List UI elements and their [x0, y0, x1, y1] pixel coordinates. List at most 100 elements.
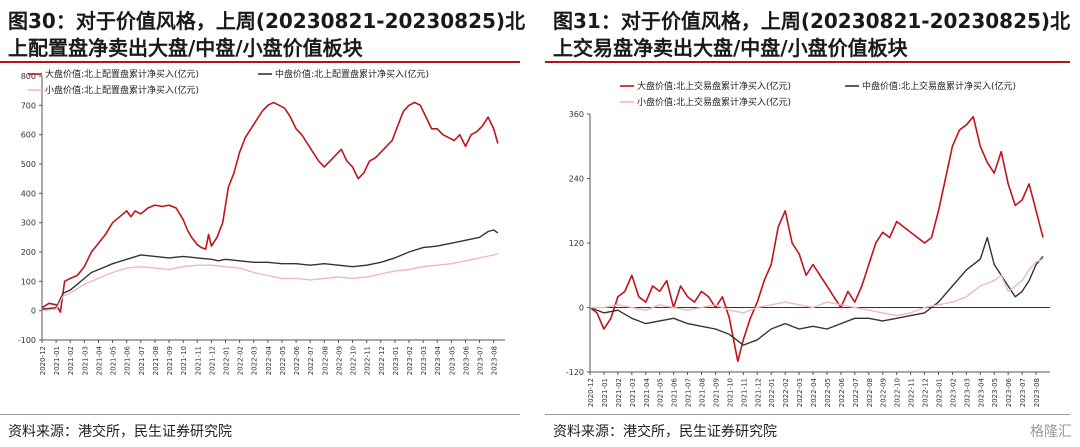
x-tick-label: 2021-08	[152, 346, 160, 375]
x-tick-label: 2021-03	[81, 346, 89, 375]
y-tick-label: 0	[579, 304, 584, 313]
x-tick-label: 2021-07	[685, 378, 693, 407]
line-chart: -120 0 120 240 360 2020-12 2021-01 2021-02 2021-…	[566, 80, 1050, 407]
y-tick-label: 700	[21, 101, 36, 110]
x-tick-label: 2021-06	[671, 377, 679, 407]
x-tick-label: 2022-04	[265, 345, 273, 375]
legend-label: 中盘价值:北上交易盘累计净买入(亿元)	[862, 80, 1016, 92]
title-underline	[545, 61, 1070, 63]
y-tick-label: -120	[566, 368, 584, 377]
x-tick-label: 2022-10	[894, 378, 902, 407]
x-tick-label: 2023-07	[1019, 378, 1027, 407]
y-tick-label: -100	[18, 336, 36, 345]
x-tick-label: 2021-11	[740, 378, 748, 407]
series-line-3	[590, 258, 1044, 317]
x-tick-label: 2022-01	[223, 346, 231, 375]
x-tick-label: 2022-11	[908, 378, 916, 407]
x-tick-label: 2021-12	[754, 378, 762, 407]
x-tick-label: 2021-04	[643, 377, 651, 407]
x-tick-label: 2023-06	[462, 345, 470, 375]
x-tick-label: 2022-10	[350, 346, 358, 375]
series-line-1	[589, 115, 1044, 363]
x-tick-label: 2023-04	[977, 377, 985, 407]
source-divider	[545, 414, 1070, 415]
x-tick-label: 2022-02	[237, 346, 245, 375]
x-tick-label: 2023-07	[477, 346, 485, 375]
legend-label: 大盘价值:北上配置盘累计净买入(亿元)	[45, 68, 199, 80]
x-tick-label: 2023-03	[420, 346, 428, 375]
chart-panel-31: 图31：对于价值风格，上周(20230821-20230825)北上交易盘净卖出…	[545, 0, 1080, 447]
series-line-3	[41, 252, 499, 312]
chart-title: 图31：对于价值风格，上周(20230821-20230825)北上交易盘净卖出…	[553, 9, 1071, 60]
x-tick-label: 2021-05	[110, 346, 118, 375]
y-tick-label: 120	[569, 239, 584, 248]
y-tick-label: 600	[21, 131, 36, 140]
x-tick-label: 2023-04	[434, 345, 442, 375]
x-tick-label: 2023-05	[448, 346, 456, 375]
x-tick-label: 2022-05	[824, 378, 832, 407]
x-tick-label: 2023-02	[406, 346, 414, 375]
x-tick-label: 2022-08	[321, 346, 329, 375]
legend-label: 小盘价值:北上配置盘累计净买入(亿元)	[45, 84, 199, 96]
x-tick-label: 2023-08	[1033, 378, 1041, 407]
x-tick-label: 2020-12	[587, 378, 595, 407]
y-tick-label: 500	[21, 160, 36, 169]
x-tick-label: 2021-02	[615, 378, 623, 407]
x-tick-label: 2022-05	[279, 346, 287, 375]
y-tick-label: 0	[31, 307, 36, 316]
x-tick-label: 2023-03	[963, 378, 971, 407]
x-tick-label: 2022-07	[852, 378, 860, 407]
x-tick-label: 2022-09	[880, 378, 888, 407]
x-tick-label: 2022-08	[866, 378, 874, 407]
legend-label: 小盘价值:北上交易盘累计净买入(亿元)	[637, 96, 791, 108]
x-tick-label: 2021-09	[712, 378, 720, 407]
series-line-2	[589, 236, 1044, 346]
x-tick-label: 2021-05	[657, 378, 665, 407]
x-tick-label: 2021-06	[124, 345, 132, 375]
x-tick-label: 2022-02	[782, 378, 790, 407]
x-tick-label: 2021-02	[67, 346, 75, 375]
y-tick-label: 100	[21, 277, 36, 286]
x-tick-label: 2021-04	[95, 345, 103, 375]
x-tick-label: 2022-09	[335, 346, 343, 375]
legend-label: 大盘价值:北上交易盘累计净买入(亿元)	[637, 80, 791, 92]
x-tick-label: 2023-05	[991, 378, 999, 407]
x-tick-label: 2021-11	[194, 346, 202, 375]
series-line-2	[41, 229, 499, 310]
y-tick-label: 800	[21, 72, 36, 81]
x-tick-label: 2022-12	[378, 346, 386, 375]
y-tick-label: 300	[21, 219, 36, 228]
line-chart: -100 0 100 200 300 400 500 600 700 800 2020-12 2021…	[18, 68, 505, 375]
legend-label: 中盘价值:北上配置盘累计净买入(亿元)	[275, 68, 429, 80]
x-tick-label: 2023-01	[935, 378, 943, 407]
x-tick-label: 2022-06	[838, 377, 846, 407]
x-tick-label: 2021-10	[180, 346, 188, 375]
x-tick-label: 2023-01	[392, 346, 400, 375]
watermark: 格隆汇	[1030, 424, 1072, 440]
source-divider	[0, 414, 520, 415]
x-tick-label: 2022-06	[293, 345, 301, 375]
x-tick-label: 2022-03	[796, 378, 804, 407]
x-tick-label: 2023-02	[949, 378, 957, 407]
source-note: 资料来源：港交所，民生证券研究院	[553, 424, 777, 440]
x-tick-label: 2021-08	[699, 378, 707, 407]
x-tick-label: 2020-12	[39, 346, 47, 375]
chart-title: 图30：对于价值风格，上周(20230821-20230825)北上配置盘净卖出…	[8, 9, 526, 60]
x-tick-label: 2023-06	[1005, 377, 1013, 407]
x-tick-label: 2022-03	[251, 346, 259, 375]
x-tick-label: 2022-07	[307, 346, 315, 375]
y-tick-label: 400	[21, 189, 36, 198]
y-tick-label: 360	[569, 110, 584, 119]
x-tick-label: 2021-01	[601, 378, 609, 407]
x-tick-label: 2021-12	[208, 346, 216, 375]
y-tick-label: 240	[569, 175, 584, 184]
x-tick-label: 2021-10	[726, 378, 734, 407]
y-tick-label: 200	[21, 248, 36, 257]
source-note: 资料来源：港交所，民生证券研究院	[8, 424, 232, 440]
x-tick-label: 2022-04	[810, 377, 818, 407]
chart-panel-30: 图30：对于价值风格，上周(20230821-20230825)北上配置盘净卖出…	[0, 0, 530, 447]
x-tick-label: 2021-01	[53, 346, 61, 375]
x-tick-label: 2021-09	[166, 346, 174, 375]
x-tick-label: 2021-07	[138, 346, 146, 375]
title-underline	[0, 61, 520, 63]
